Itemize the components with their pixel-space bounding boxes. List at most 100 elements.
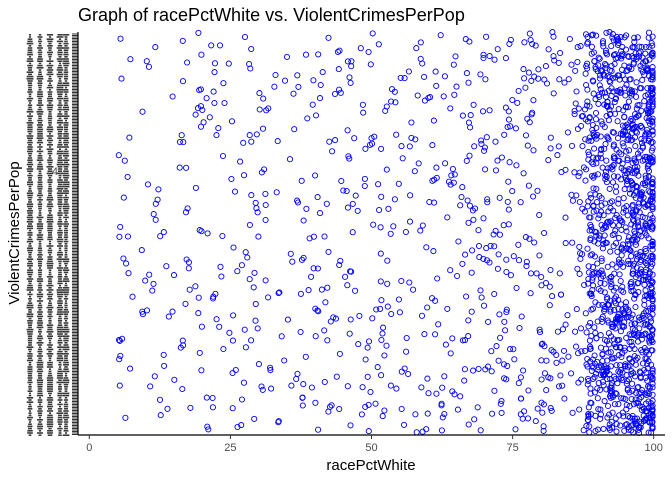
scatter-point bbox=[507, 272, 514, 279]
scatter-point bbox=[321, 233, 328, 240]
scatter-point bbox=[646, 98, 654, 105]
scatter-point bbox=[429, 295, 436, 302]
scatter-point bbox=[401, 365, 408, 372]
scatter-point bbox=[210, 88, 217, 95]
scatter-point bbox=[498, 154, 505, 161]
x-ticks: 0 25 50 75 100 bbox=[86, 435, 663, 454]
scatter-point bbox=[588, 367, 595, 374]
scatter-point bbox=[252, 199, 259, 206]
scatter-point bbox=[505, 206, 512, 213]
y-tick-label-overplot bbox=[36, 104, 44, 106]
y-tick-label-overplot bbox=[64, 401, 68, 403]
scatter-point bbox=[315, 308, 322, 315]
scatter-point bbox=[308, 384, 315, 391]
scatter-point bbox=[606, 219, 613, 226]
scatter-point bbox=[639, 143, 646, 150]
y-tick-label-overplot bbox=[26, 287, 34, 289]
scatter-point bbox=[611, 60, 618, 68]
y-tick-label-overplot bbox=[63, 216, 69, 219]
scatter-point bbox=[639, 157, 646, 164]
scatter-point bbox=[466, 202, 473, 209]
scatter-point bbox=[505, 221, 512, 228]
y-tick-label-overplot bbox=[63, 339, 69, 342]
scatter-point bbox=[619, 409, 626, 416]
scatter-point bbox=[369, 315, 376, 322]
y-tick-label-overplot bbox=[47, 227, 53, 230]
y-tick-label-overplot bbox=[37, 313, 43, 315]
y-tick-labels bbox=[26, 33, 78, 436]
scatter-point bbox=[447, 267, 454, 274]
y-tick-label-overplot bbox=[48, 58, 52, 60]
scatter-point bbox=[520, 408, 528, 415]
scatter-point bbox=[628, 321, 635, 328]
y-tick-label-overplot bbox=[27, 181, 33, 183]
scatter-point bbox=[639, 403, 646, 411]
scatter-point bbox=[572, 100, 579, 107]
y-tick-label-overplot bbox=[47, 159, 53, 161]
scatter-point bbox=[429, 177, 436, 184]
scatter-point bbox=[209, 404, 216, 411]
y-tick-label-overplot bbox=[62, 159, 70, 161]
y-tick-label-overplot bbox=[27, 425, 33, 428]
y-tick-label-overplot bbox=[36, 150, 44, 153]
scatter-point bbox=[346, 74, 353, 81]
scatter-point bbox=[198, 323, 205, 330]
y-tick-label-overplot bbox=[58, 366, 62, 368]
x-tick-label: 100 bbox=[645, 442, 663, 454]
scatter-point bbox=[603, 29, 610, 36]
scatter-point bbox=[352, 287, 359, 294]
scatter-point bbox=[634, 150, 642, 157]
scatter-point bbox=[485, 318, 492, 325]
scatter-point bbox=[378, 145, 385, 152]
scatter-point bbox=[183, 164, 190, 171]
scatter-point bbox=[232, 366, 239, 374]
y-tick-label-overplot bbox=[63, 97, 69, 100]
y-tick-label-overplot bbox=[58, 106, 62, 109]
scatter-point bbox=[592, 329, 599, 336]
scatter-point bbox=[318, 286, 325, 293]
y-tick-label-overplot bbox=[28, 166, 32, 168]
scatter-point bbox=[598, 118, 605, 125]
scatter-point bbox=[184, 205, 191, 212]
scatter-point bbox=[649, 412, 656, 419]
scatter-point bbox=[643, 415, 650, 422]
scatter-point bbox=[644, 321, 651, 328]
y-tick-label-overplot bbox=[46, 128, 54, 131]
y-tick-label-overplot bbox=[26, 271, 34, 274]
scatter-point bbox=[530, 97, 537, 104]
y-tick-label-overplot bbox=[37, 60, 43, 62]
scatter-point bbox=[536, 252, 543, 259]
scatter-point bbox=[347, 422, 354, 429]
scatter-point bbox=[632, 230, 639, 237]
y-tick-label-overplot bbox=[64, 93, 68, 95]
scatter-point bbox=[117, 352, 124, 359]
scatter-point bbox=[626, 147, 633, 154]
y-tick-label-overplot bbox=[26, 397, 34, 399]
scatter-point bbox=[605, 117, 612, 124]
y-tick-label-overplot bbox=[47, 144, 53, 146]
scatter-point bbox=[649, 380, 656, 387]
scatter-point bbox=[632, 320, 639, 327]
scatter-point bbox=[645, 235, 652, 242]
scatter-point bbox=[375, 41, 382, 48]
y-tick-label-overplot bbox=[38, 38, 42, 40]
scatter-point bbox=[639, 76, 646, 84]
y-tick-label-overplot bbox=[48, 183, 52, 186]
scatter-point bbox=[390, 223, 397, 230]
y-tick-label-overplot bbox=[58, 386, 62, 388]
scatter-point bbox=[146, 271, 153, 278]
scatter-point bbox=[536, 329, 544, 336]
scatter-point bbox=[523, 263, 530, 270]
scatter-point bbox=[500, 361, 508, 368]
scatter-point bbox=[648, 403, 655, 411]
scatter-point bbox=[525, 387, 532, 394]
scatter-point bbox=[403, 348, 410, 355]
scatter-point bbox=[642, 415, 649, 422]
scatter-point bbox=[534, 405, 541, 412]
scatter-point bbox=[385, 205, 392, 212]
scatter-point bbox=[621, 114, 628, 121]
scatter-point bbox=[272, 71, 279, 79]
scatter-point bbox=[213, 316, 220, 323]
y-tick-label-overplot bbox=[63, 267, 69, 269]
scatter-point bbox=[639, 199, 646, 206]
